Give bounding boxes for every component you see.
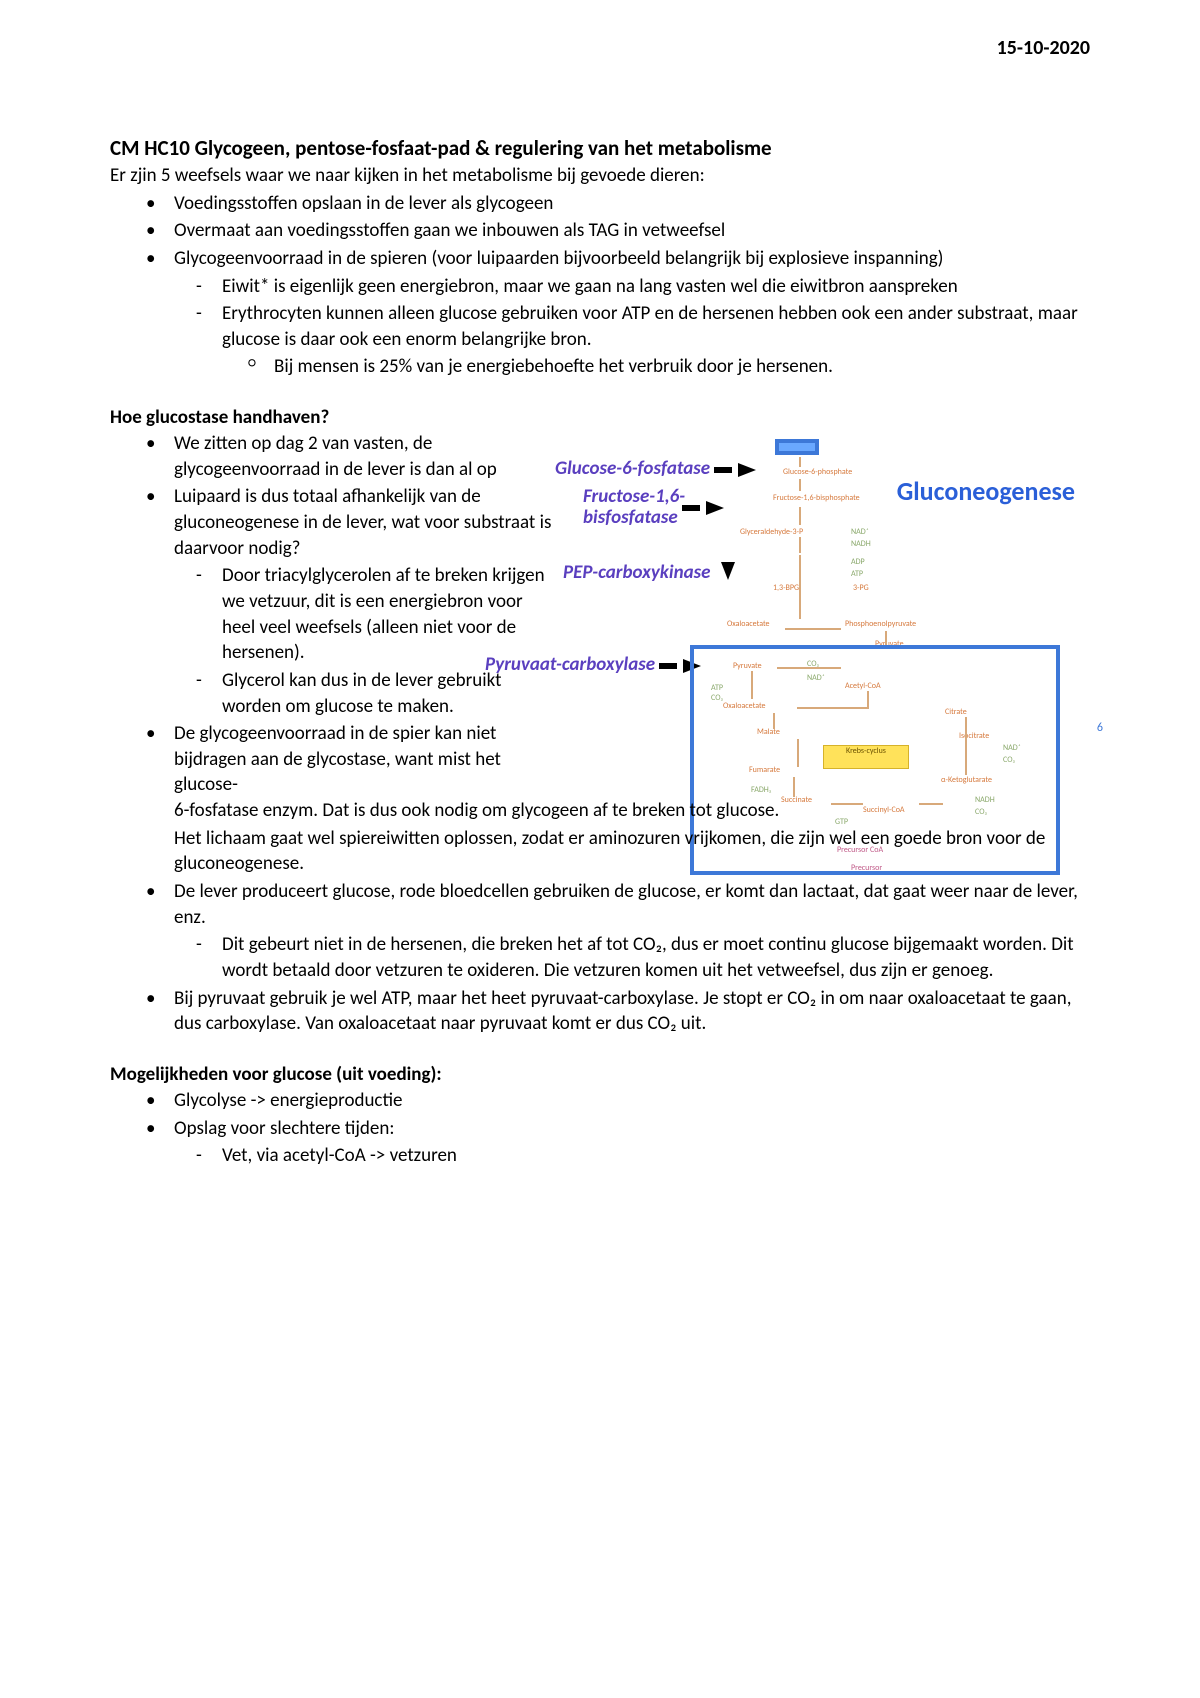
diagram-line bbox=[965, 717, 967, 775]
diagram-line bbox=[797, 707, 867, 709]
diagram-faint-text: Citrate bbox=[945, 707, 967, 717]
list-item-text: Glycogeenvoorraad in de spieren (voor lu… bbox=[174, 247, 943, 270]
diagram-line bbox=[773, 713, 775, 729]
subheading-glucostase: Hoe glucostase handhaven? bbox=[110, 406, 1090, 429]
list-item: Het lichaam gaat wel spiereiwitten oplos… bbox=[146, 826, 1090, 877]
diagram-line bbox=[797, 739, 799, 767]
list-item: 6-fosfatase enzym. Dat is dus ook nodig … bbox=[146, 798, 1090, 824]
diagram-title: Gluconeogenese bbox=[897, 475, 1075, 507]
diagram-faint-text: Phosphoenolpyruvate bbox=[845, 619, 916, 629]
page-date: 15-10-2020 bbox=[997, 36, 1090, 60]
section1-list: Voedingsstoffen opslaan in de lever als … bbox=[110, 191, 1090, 380]
arrow-icon bbox=[659, 663, 677, 669]
diagram-faint-text: 1,3-BPG bbox=[773, 583, 799, 593]
list-item: Bij pyruvaat gebruik je wel ATP, maar he… bbox=[146, 986, 1090, 1037]
diagram-line bbox=[799, 595, 801, 619]
arrow-icon bbox=[738, 463, 756, 477]
diagram-faint-text: FADH₂ bbox=[751, 785, 771, 795]
diagram-line bbox=[751, 671, 753, 699]
diagram-top-box bbox=[775, 439, 819, 455]
enzyme-label: PEP-carboxykinase bbox=[563, 561, 710, 584]
list-item: Overmaat aan voedingsstoffen gaan we inb… bbox=[146, 218, 1090, 244]
diagram-faint-text: CO₂ bbox=[1003, 755, 1015, 765]
diagram-faint-text: Isocitrate bbox=[959, 731, 989, 741]
diagram-faint-text: CO₂ bbox=[711, 693, 723, 703]
list-item: Dit gebeurt niet in de hersenen, die bre… bbox=[196, 932, 1090, 983]
diagram-line bbox=[799, 457, 801, 467]
list-item: Opslag voor slechtere tijden: Vet, via a… bbox=[146, 1116, 1090, 1169]
diagram-line bbox=[777, 667, 841, 669]
diagram-faint-text: Glyceraldehyde-3-P bbox=[740, 527, 803, 537]
list-item: Door triacylglycerolen af te breken krij… bbox=[196, 563, 556, 666]
diagram-faint-text: ADP bbox=[851, 557, 865, 567]
list-item: De glycogeenvoorraad in de spier kan nie… bbox=[146, 721, 556, 798]
arrow-icon bbox=[682, 505, 700, 511]
enzyme-fbp: Fructose-1,6- bisfosfatase bbox=[583, 487, 724, 529]
list-item: Vet, via acetyl-CoA -> vetzuren bbox=[196, 1143, 1090, 1169]
arrow-down-icon bbox=[721, 562, 735, 586]
diagram-faint-text: ATP bbox=[851, 569, 863, 579]
list-item: De lever produceert glucose, rode bloedc… bbox=[146, 879, 1090, 984]
diagram-faint-text: NAD⁺ bbox=[851, 527, 869, 537]
section3-sublist: Vet, via acetyl-CoA -> vetzuren bbox=[174, 1143, 1090, 1169]
enzyme-pepck: PEP-carboxykinase bbox=[563, 561, 735, 585]
section3-list: Glycolyse -> energieproductie Opslag voo… bbox=[110, 1088, 1090, 1169]
enzyme-label: Glucose-6-fosfatase bbox=[555, 457, 710, 480]
diagram-faint-text: Glucose-6-phosphate bbox=[783, 467, 852, 477]
arrow-icon bbox=[714, 467, 732, 473]
diagram-faint-text: Malate bbox=[757, 727, 780, 737]
diagram-faint-text: Fumarate bbox=[749, 765, 780, 775]
diagram-faint-text: NAD⁺ bbox=[807, 673, 825, 683]
enzyme-label-a: Fructose-1,6- bbox=[583, 485, 685, 508]
diagram-faint-text: α-Ketoglutarate bbox=[941, 775, 992, 785]
diagram-line bbox=[799, 479, 801, 491]
diagram-line bbox=[793, 777, 795, 797]
section2-left-list: We zitten op dag 2 van vasten, de glycog… bbox=[110, 431, 556, 798]
diagram-line bbox=[799, 555, 801, 595]
diagram-line bbox=[867, 691, 869, 709]
list-item-text: Luipaard is dus totaal afhankelijk van d… bbox=[174, 485, 551, 559]
diagram-line bbox=[785, 628, 841, 630]
enzyme-label-b: bisfosfatase bbox=[583, 506, 678, 529]
list-item: Bij mensen is 25% van je energiebehoefte… bbox=[248, 354, 1090, 380]
diagram-line bbox=[799, 537, 801, 553]
section2-left-sublist: Door triacylglycerolen af te breken krij… bbox=[174, 563, 556, 719]
krebs-box: Krebs-cyclus bbox=[823, 745, 909, 769]
page-title: CM HC10 Glycogeen, pentose-fosfaat-pad &… bbox=[110, 135, 1090, 161]
diagram-faint-text: Oxaloacetate bbox=[723, 701, 766, 711]
intro-text: Er zjin 5 weefsels waar we naar kijken i… bbox=[110, 163, 1090, 189]
section1-subsublist: Bij mensen is 25% van je energiebehoefte… bbox=[222, 354, 1090, 380]
list-item: Erythrocyten kunnen alleen glucose gebru… bbox=[196, 301, 1090, 380]
section2-full-list: 6-fosfatase enzym. Dat is dus ook nodig … bbox=[110, 798, 1090, 824]
diagram-line bbox=[885, 631, 887, 645]
diagram-faint-text: 3-PG bbox=[853, 583, 869, 593]
subheading-mogelijkheden: Mogelijkheden voor glucose (uit voeding)… bbox=[110, 1063, 1090, 1086]
section2-full-sublist: Dit gebeurt niet in de hersenen, die bre… bbox=[174, 932, 1090, 983]
diagram-line bbox=[799, 507, 801, 525]
slide-number: 6 bbox=[1097, 721, 1103, 735]
diagram-faint-text: ATP bbox=[711, 683, 723, 693]
list-item: Luipaard is dus totaal afhankelijk van d… bbox=[146, 484, 556, 719]
diagram-faint-text: NADH bbox=[851, 539, 871, 549]
list-item: Voedingsstoffen opslaan in de lever als … bbox=[146, 191, 1090, 217]
arrow-icon bbox=[706, 501, 724, 515]
list-item-text: Erythrocyten kunnen alleen glucose gebru… bbox=[222, 302, 1078, 351]
list-item: Glycerol kan dus in de lever gebruikt wo… bbox=[196, 668, 556, 719]
list-item: Eiwit* is eigenlijk geen energiebron, ma… bbox=[196, 274, 1090, 300]
section2-full-list2: Het lichaam gaat wel spiereiwitten oplos… bbox=[110, 826, 1090, 1037]
enzyme-g6p: Glucose-6-fosfatase bbox=[555, 457, 756, 480]
section1-sublist: Eiwit* is eigenlijk geen energiebron, ma… bbox=[174, 274, 1090, 381]
list-item-text: Opslag voor slechtere tijden: bbox=[174, 1117, 394, 1140]
diagram-faint-text: Pyruvate bbox=[733, 661, 762, 671]
diagram-faint-text: Oxaloacetate bbox=[727, 619, 770, 629]
section2-wrap: Gluconeogenese Glucose-6-fosfatase Gluco… bbox=[110, 431, 1090, 1037]
diagram-faint-text: Acetyl-CoA bbox=[845, 681, 881, 691]
list-item: Glycolyse -> energieproductie bbox=[146, 1088, 1090, 1114]
list-item: We zitten op dag 2 van vasten, de glycog… bbox=[146, 431, 556, 482]
list-item: Glycogeenvoorraad in de spieren (voor lu… bbox=[146, 246, 1090, 380]
diagram-faint-text: NAD⁺ bbox=[1003, 743, 1021, 753]
list-item-text: De lever produceert glucose, rode bloedc… bbox=[174, 880, 1078, 929]
diagram-faint-text: Fructose-1,6-bisphosphate bbox=[773, 493, 860, 503]
